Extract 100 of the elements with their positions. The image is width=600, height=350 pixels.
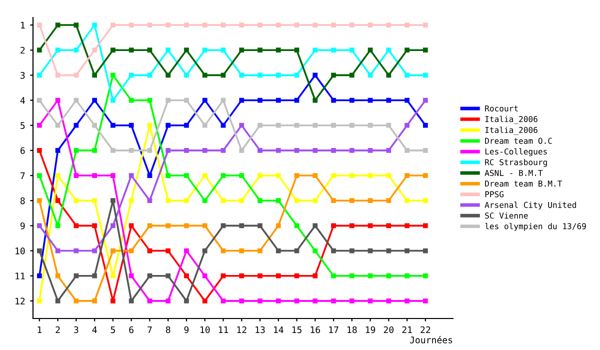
point bbox=[110, 148, 116, 153]
point bbox=[92, 173, 98, 178]
point bbox=[349, 173, 354, 178]
point bbox=[258, 72, 262, 78]
point bbox=[294, 273, 300, 278]
point bbox=[147, 198, 152, 204]
point bbox=[276, 223, 281, 228]
point bbox=[294, 173, 300, 178]
point bbox=[92, 223, 98, 228]
point bbox=[423, 223, 428, 228]
point bbox=[166, 98, 171, 103]
x-tick-label: 20 bbox=[384, 326, 394, 334]
y-tick-label: 10 bbox=[16, 248, 25, 254]
point bbox=[55, 298, 60, 304]
point bbox=[312, 148, 318, 153]
point bbox=[37, 223, 42, 228]
point bbox=[55, 248, 60, 254]
point bbox=[74, 248, 79, 254]
point bbox=[368, 72, 373, 78]
point bbox=[110, 298, 116, 304]
point bbox=[74, 22, 79, 28]
point bbox=[312, 248, 318, 254]
point bbox=[220, 22, 226, 28]
point bbox=[239, 298, 244, 304]
legend-label: Italia_2006 bbox=[485, 116, 538, 124]
point bbox=[74, 223, 79, 228]
point bbox=[166, 48, 171, 53]
point bbox=[92, 148, 98, 153]
x-tick-label: 8 bbox=[166, 326, 170, 334]
point bbox=[220, 122, 226, 128]
point bbox=[184, 273, 189, 278]
x-tick-label: 11 bbox=[218, 326, 228, 334]
point bbox=[386, 22, 392, 28]
point bbox=[404, 148, 410, 153]
point bbox=[166, 198, 171, 204]
point bbox=[55, 173, 60, 178]
x-tick-label: 22 bbox=[420, 326, 430, 334]
point bbox=[147, 122, 152, 128]
point bbox=[128, 298, 134, 304]
point bbox=[220, 223, 226, 228]
point bbox=[147, 298, 152, 304]
point bbox=[202, 48, 208, 53]
x-tick-label: 4 bbox=[92, 326, 97, 334]
point bbox=[128, 198, 134, 204]
point bbox=[220, 173, 226, 178]
point bbox=[55, 72, 60, 78]
point bbox=[74, 148, 79, 153]
point bbox=[37, 122, 42, 128]
point bbox=[220, 98, 226, 103]
point bbox=[74, 173, 79, 178]
point bbox=[184, 148, 189, 153]
point bbox=[331, 248, 336, 254]
point bbox=[166, 22, 171, 28]
point bbox=[202, 298, 208, 304]
point bbox=[147, 173, 152, 178]
point bbox=[423, 98, 428, 103]
point bbox=[37, 22, 42, 28]
point bbox=[147, 248, 152, 254]
point bbox=[74, 72, 79, 78]
y-tick-label: 11 bbox=[16, 272, 25, 280]
point bbox=[110, 72, 116, 78]
point bbox=[294, 298, 300, 304]
x-tick-label: 7 bbox=[148, 326, 152, 334]
x-tick-label: 18 bbox=[348, 326, 357, 334]
point bbox=[404, 173, 410, 178]
point bbox=[128, 22, 134, 28]
point bbox=[331, 72, 336, 78]
point bbox=[92, 122, 98, 128]
point bbox=[294, 72, 300, 78]
point bbox=[331, 298, 336, 304]
point bbox=[386, 273, 392, 278]
point bbox=[110, 98, 116, 103]
point bbox=[128, 173, 134, 178]
x-tick-label: 14 bbox=[274, 326, 284, 334]
point bbox=[220, 273, 226, 278]
point bbox=[331, 98, 336, 103]
point bbox=[37, 248, 42, 254]
point bbox=[239, 198, 244, 204]
point bbox=[423, 248, 428, 254]
point bbox=[128, 122, 134, 128]
point bbox=[404, 48, 410, 53]
legend-label: Dream team B.M.T bbox=[485, 180, 562, 187]
point bbox=[220, 148, 226, 153]
point bbox=[55, 98, 60, 103]
point bbox=[386, 48, 392, 53]
point bbox=[258, 148, 262, 153]
point bbox=[110, 173, 116, 178]
point bbox=[423, 22, 428, 28]
point bbox=[55, 198, 60, 204]
point bbox=[349, 148, 354, 153]
point bbox=[220, 198, 226, 204]
legend-label: Rocourt bbox=[485, 105, 518, 112]
point bbox=[423, 173, 428, 178]
point bbox=[239, 248, 244, 254]
point bbox=[312, 173, 318, 178]
point bbox=[239, 148, 244, 153]
point bbox=[331, 148, 336, 153]
point bbox=[92, 248, 98, 254]
point bbox=[147, 22, 152, 28]
point bbox=[386, 173, 392, 178]
